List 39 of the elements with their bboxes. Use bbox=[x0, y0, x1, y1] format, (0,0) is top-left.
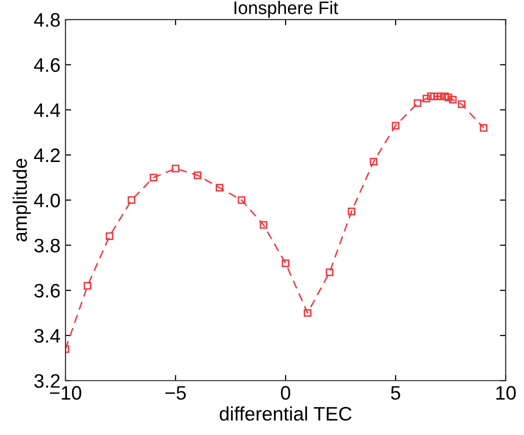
y-tick-label: 4.0 bbox=[34, 194, 60, 208]
point bbox=[84, 282, 92, 290]
y-tick-label: 3.2 bbox=[34, 374, 60, 388]
point bbox=[172, 164, 180, 172]
point bbox=[414, 99, 422, 107]
point bbox=[422, 94, 430, 102]
point bbox=[128, 196, 136, 204]
y-tick-label: 3.4 bbox=[34, 328, 60, 343]
y-axis-title: amplitude bbox=[12, 158, 31, 242]
y-tick-label: 4.4 bbox=[34, 104, 60, 117]
point bbox=[282, 259, 290, 268]
y-tick-label: 4.6 bbox=[34, 58, 60, 72]
point bbox=[304, 309, 312, 317]
point bbox=[260, 221, 268, 229]
point bbox=[106, 232, 114, 240]
point bbox=[238, 196, 246, 204]
point bbox=[441, 92, 449, 100]
x-tick-label: 10 bbox=[496, 386, 516, 400]
y-tick-label: 3.6 bbox=[34, 284, 60, 298]
y-tick-label: 4.8 bbox=[34, 13, 60, 27]
x-tick-label: 5 bbox=[390, 386, 400, 400]
point bbox=[348, 208, 356, 216]
point bbox=[150, 174, 158, 182]
chart-title: Ionsphere Fit bbox=[234, 0, 338, 18]
point bbox=[194, 171, 202, 180]
x-axis-title: differential TEC bbox=[220, 406, 352, 421]
point bbox=[458, 100, 466, 108]
x-tick-label: −5 bbox=[165, 386, 186, 400]
point bbox=[444, 94, 452, 102]
x-tick-label: 0 bbox=[280, 386, 290, 400]
point bbox=[216, 184, 224, 192]
y-tick-label: 4.2 bbox=[34, 148, 60, 162]
point bbox=[449, 96, 457, 104]
x-tick-label: −10 bbox=[50, 386, 82, 400]
point bbox=[326, 268, 334, 276]
point bbox=[480, 124, 488, 132]
point bbox=[370, 158, 378, 166]
point bbox=[392, 122, 400, 130]
y-tick-label: 3.8 bbox=[34, 238, 60, 252]
